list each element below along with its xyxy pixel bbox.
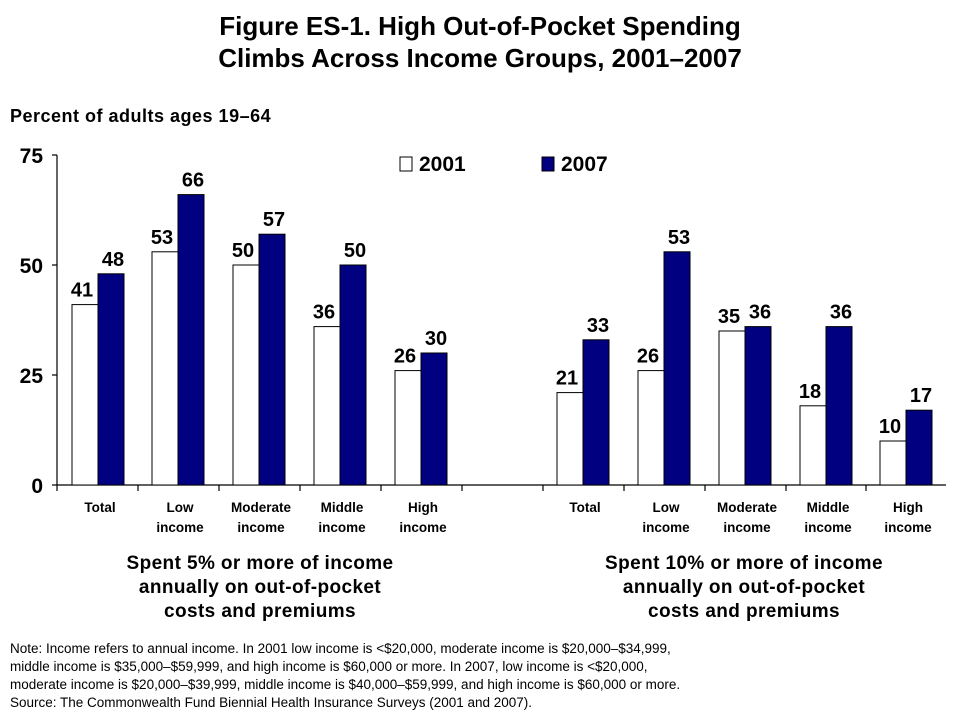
legend-swatch-2007 xyxy=(541,156,555,172)
group-caption-line: Spent 10% or more of income xyxy=(605,553,883,574)
y-tick-label: 50 xyxy=(20,255,43,278)
x-tick-label: High xyxy=(408,500,438,515)
data-label-2007: 33 xyxy=(587,315,609,337)
group-caption-line: Spent 5% or more of income xyxy=(126,553,394,574)
x-tick-label: income xyxy=(723,520,771,535)
x-tick-label: income xyxy=(642,520,690,535)
x-tick-label: income xyxy=(399,520,447,535)
bar-2007 xyxy=(582,339,610,486)
note-line: moderate income is $20,000–$39,999, midd… xyxy=(10,677,681,692)
bar-2001 xyxy=(799,405,827,486)
bar-2007 xyxy=(177,194,205,486)
data-label-2007: 66 xyxy=(182,170,204,192)
x-tick-label: income xyxy=(156,520,204,535)
x-tick-label: High xyxy=(893,500,923,515)
y-axis-title: Percent of adults ages 19–64 xyxy=(10,106,272,126)
group-caption-5pct: Spent 5% or more of income annually on o… xyxy=(70,552,450,624)
data-label-2007: 50 xyxy=(344,240,366,262)
bar-2007 xyxy=(258,233,286,486)
chart-note: Note: Income refers to annual income. In… xyxy=(10,640,950,712)
x-tick-label: Total xyxy=(569,500,600,515)
group-caption-10pct: Spent 10% or more of income annually on … xyxy=(554,552,934,624)
x-tick-label: Total xyxy=(84,500,115,515)
bar-2001 xyxy=(232,264,260,486)
x-tick-label: Low xyxy=(653,500,680,515)
bar-2007 xyxy=(825,326,853,486)
bar-2007 xyxy=(744,326,772,486)
data-label-2007: 53 xyxy=(668,227,690,249)
chart-title-line-1: Figure ES-1. High Out-of-Pocket Spending xyxy=(219,11,741,41)
chart-title-line-2: Climbs Across Income Groups, 2001–2007 xyxy=(218,43,742,73)
bar-2001 xyxy=(151,251,179,486)
chart-title: Figure ES-1. High Out-of-Pocket Spending… xyxy=(0,10,960,74)
bar-2007 xyxy=(339,264,367,486)
data-label-2001: 53 xyxy=(151,227,173,249)
data-label-2001: 18 xyxy=(799,381,821,403)
bar-2007 xyxy=(905,409,933,486)
group-caption-line: annually on out-of-pocket xyxy=(138,577,382,598)
legend-swatch-2001 xyxy=(399,156,413,172)
x-tick-label: income xyxy=(884,520,932,535)
x-tick-label: Middle xyxy=(321,500,364,515)
y-tick-label: 75 xyxy=(20,145,44,168)
x-tick-label: Low xyxy=(167,500,194,515)
y-tick-label: 0 xyxy=(31,475,43,498)
bar-2001 xyxy=(556,392,584,486)
data-label-2007: 30 xyxy=(425,328,447,350)
data-label-2001: 41 xyxy=(71,280,93,302)
bar-2001 xyxy=(879,440,907,486)
note-line: Source: The Commonwealth Fund Biennial H… xyxy=(10,695,533,710)
data-label-2001: 35 xyxy=(718,306,740,328)
group-caption-line: costs and premiums xyxy=(164,601,356,622)
x-tick-label: income xyxy=(237,520,285,535)
bar-2001 xyxy=(637,370,665,486)
data-label-2001: 21 xyxy=(556,368,578,390)
y-tick-label: 25 xyxy=(20,365,44,388)
bar-2007 xyxy=(420,352,448,486)
bar-2007 xyxy=(97,273,125,486)
data-label-2007: 36 xyxy=(830,302,852,324)
data-label-2007: 36 xyxy=(749,302,771,324)
data-label-2001: 10 xyxy=(879,416,901,438)
data-label-2007: 48 xyxy=(102,249,124,271)
x-tick-label: Moderate xyxy=(717,500,778,515)
group-caption-line: costs and premiums xyxy=(648,601,840,622)
bar-2001 xyxy=(71,304,99,486)
bar-2001 xyxy=(313,326,341,486)
x-tick-label: income xyxy=(318,520,366,535)
data-label-2001: 26 xyxy=(637,346,659,368)
x-tick-label: Middle xyxy=(807,500,850,515)
bar-2001 xyxy=(718,330,746,486)
legend-label-2007: 2007 xyxy=(561,153,608,176)
group-caption-line: annually on out-of-pocket xyxy=(622,577,866,598)
bar-2007 xyxy=(663,251,691,486)
data-label-2001: 26 xyxy=(394,346,416,368)
data-label-2001: 36 xyxy=(313,302,335,324)
note-line: middle income is $35,000–$59,999, and hi… xyxy=(10,659,648,674)
data-label-2007: 17 xyxy=(910,385,932,407)
bar-2001 xyxy=(394,370,422,486)
note-line: Note: Income refers to annual income. In… xyxy=(10,641,671,656)
x-tick-label: income xyxy=(804,520,852,535)
legend-label-2001: 2001 xyxy=(419,153,466,176)
x-tick-label: Moderate xyxy=(231,500,292,515)
data-label-2001: 50 xyxy=(232,240,254,262)
data-label-2007: 57 xyxy=(263,209,285,231)
